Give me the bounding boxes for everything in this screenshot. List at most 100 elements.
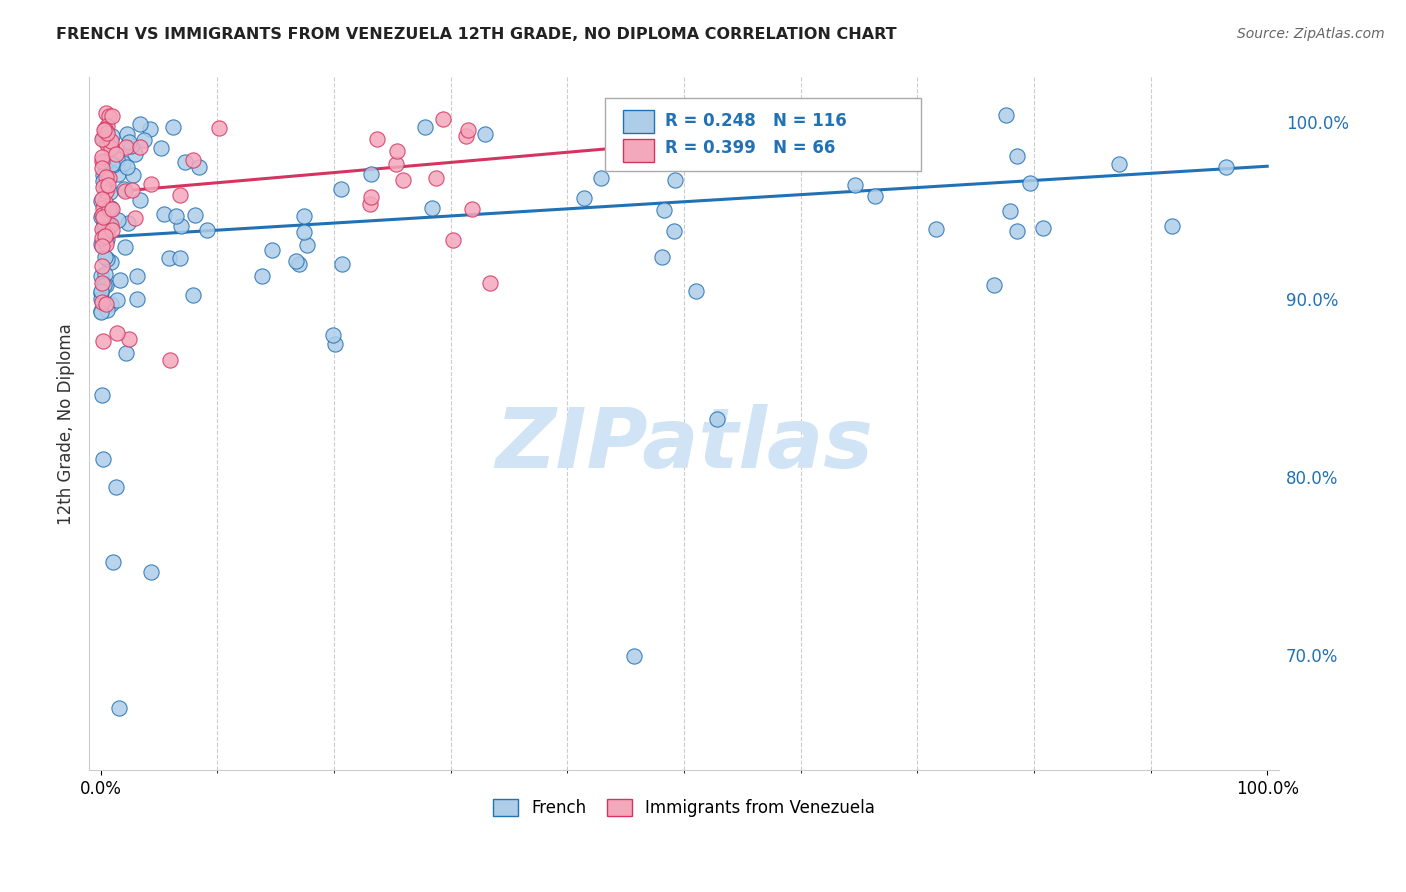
Point — [115, 140, 138, 154]
Point — [139, 121, 162, 136]
Point — [118, 135, 141, 149]
Point — [292, 209, 315, 223]
Point — [90, 231, 112, 245]
Point — [118, 332, 141, 346]
Point — [91, 211, 114, 225]
Point — [96, 206, 118, 220]
Point — [121, 168, 143, 182]
Text: R = 0.248   N = 116: R = 0.248 N = 116 — [665, 112, 846, 129]
Point — [360, 190, 382, 204]
Point — [100, 141, 122, 155]
Point — [162, 120, 184, 135]
Point — [250, 268, 273, 283]
Point — [91, 222, 114, 236]
Point — [159, 353, 181, 368]
Point — [98, 185, 121, 199]
Point — [96, 252, 118, 266]
Point — [173, 154, 195, 169]
Point — [129, 140, 152, 154]
Point — [995, 108, 1018, 122]
Point — [128, 194, 150, 208]
Point — [924, 222, 946, 236]
Point — [181, 153, 204, 167]
Point — [96, 278, 118, 293]
Point — [115, 346, 138, 360]
Point — [91, 131, 114, 145]
Point — [297, 238, 319, 252]
Point — [96, 136, 118, 151]
Point — [90, 294, 112, 309]
Point — [112, 182, 135, 196]
Point — [125, 292, 148, 306]
Point — [100, 218, 122, 232]
Point — [93, 216, 115, 230]
Point — [651, 250, 673, 264]
Point — [474, 128, 496, 142]
Point — [94, 106, 117, 120]
Point — [124, 211, 146, 225]
Point — [107, 167, 129, 181]
Point — [183, 208, 205, 222]
Point — [101, 202, 124, 217]
Point — [392, 173, 415, 187]
Point — [90, 239, 112, 253]
Point — [1005, 224, 1028, 238]
Point — [420, 201, 443, 215]
Point — [94, 128, 117, 142]
Point — [664, 173, 686, 187]
Point — [645, 145, 668, 159]
Point — [105, 480, 128, 494]
Point — [1108, 157, 1130, 171]
Point — [91, 168, 114, 182]
Point — [139, 178, 162, 192]
Point — [100, 157, 122, 171]
Point — [96, 184, 118, 198]
Point — [115, 161, 138, 175]
Text: ZIPatlas: ZIPatlas — [495, 404, 873, 485]
Point — [114, 239, 136, 253]
Point — [457, 123, 479, 137]
Y-axis label: 12th Grade, No Diploma: 12th Grade, No Diploma — [58, 323, 75, 524]
Point — [124, 146, 146, 161]
Point — [706, 412, 728, 426]
Point — [105, 326, 128, 340]
Point — [90, 293, 112, 307]
Point — [111, 156, 134, 170]
Point — [91, 174, 114, 188]
Point — [100, 255, 122, 269]
Point — [90, 194, 112, 208]
Point — [101, 555, 124, 569]
Point — [139, 565, 162, 579]
Point — [844, 178, 866, 193]
Point — [169, 251, 191, 265]
Point — [165, 209, 187, 223]
Point — [96, 303, 118, 318]
Point — [93, 123, 115, 137]
Point — [668, 150, 690, 164]
Point — [330, 182, 353, 196]
Point — [98, 220, 121, 235]
Point — [94, 194, 117, 209]
Point — [90, 259, 112, 273]
Point — [129, 117, 152, 131]
Point — [94, 233, 117, 247]
Point — [1019, 177, 1042, 191]
Legend: French, Immigrants from Venezuela: French, Immigrants from Venezuela — [486, 792, 882, 824]
Point — [589, 171, 612, 186]
Point — [385, 157, 408, 171]
Point — [90, 303, 112, 318]
Point — [195, 223, 218, 237]
Point — [169, 219, 191, 234]
Point — [461, 202, 484, 216]
Point — [114, 185, 136, 199]
Point — [662, 224, 685, 238]
Point — [90, 192, 112, 206]
Point — [98, 202, 121, 216]
Point — [1032, 220, 1054, 235]
Point — [91, 452, 114, 467]
Point — [323, 337, 346, 351]
Point — [413, 120, 436, 134]
Point — [157, 252, 180, 266]
Point — [360, 167, 382, 181]
Point — [685, 284, 707, 298]
